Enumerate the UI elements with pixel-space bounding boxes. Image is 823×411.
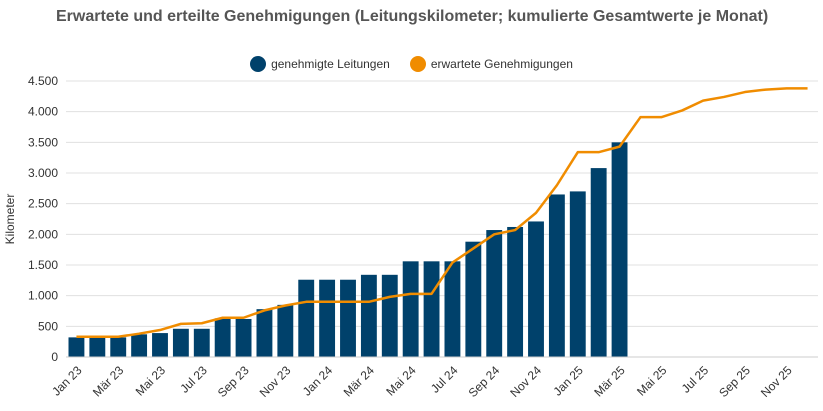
bar[interactable] bbox=[465, 241, 482, 357]
legend-swatch-bars bbox=[250, 56, 267, 72]
bar[interactable] bbox=[298, 279, 315, 357]
bar[interactable] bbox=[569, 191, 586, 357]
x-tick-label: Sep 24 bbox=[466, 363, 503, 400]
x-tick-label: Sep 23 bbox=[215, 363, 252, 400]
bar[interactable] bbox=[89, 337, 106, 357]
y-tick-label: 3.000 bbox=[28, 166, 58, 180]
y-tick-label: 4.500 bbox=[28, 74, 58, 88]
bar[interactable] bbox=[152, 333, 168, 357]
bar[interactable] bbox=[423, 261, 440, 357]
legend-item-bars[interactable]: genehmigte Leitungen bbox=[250, 56, 390, 72]
y-tick-label: 2.000 bbox=[28, 227, 58, 241]
x-tick-label: Mär 23 bbox=[90, 363, 127, 400]
y-tick-label: 500 bbox=[38, 319, 58, 333]
bar[interactable] bbox=[193, 328, 210, 357]
chart-title: Erwartete und erteilte Genehmigungen (Le… bbox=[56, 8, 769, 25]
bar[interactable] bbox=[486, 230, 503, 357]
x-tick-label: Nov 23 bbox=[257, 363, 294, 400]
legend-item-line[interactable]: erwartete Genehmigungen bbox=[409, 56, 573, 72]
legend-swatch-line bbox=[409, 56, 426, 72]
bar[interactable] bbox=[444, 261, 461, 357]
x-tick-label: Sep 25 bbox=[716, 363, 753, 400]
x-tick-label: Mär 25 bbox=[591, 363, 628, 400]
y-tick-label: 1.500 bbox=[28, 258, 58, 272]
y-tick-label: 2.500 bbox=[28, 197, 58, 211]
y-tick-label: 0 bbox=[51, 350, 58, 364]
x-tick-label: Jul 24 bbox=[428, 363, 461, 396]
bar[interactable] bbox=[528, 221, 544, 357]
bar[interactable] bbox=[131, 334, 148, 357]
bar[interactable] bbox=[319, 279, 336, 357]
bar[interactable] bbox=[277, 304, 294, 357]
bar[interactable] bbox=[611, 142, 628, 357]
x-tick-label: Jul 25 bbox=[679, 363, 712, 396]
y-tick-label: 4.000 bbox=[28, 105, 58, 119]
y-axis-label: Kilometer bbox=[3, 194, 17, 245]
x-tick-label: Nov 25 bbox=[758, 363, 795, 400]
x-tick-label: Jan 25 bbox=[551, 363, 587, 399]
bar[interactable] bbox=[110, 337, 127, 357]
bar[interactable] bbox=[360, 274, 377, 357]
legend-label-bars: genehmigte Leitungen bbox=[271, 57, 390, 71]
bar[interactable] bbox=[68, 337, 85, 357]
bar[interactable] bbox=[340, 279, 356, 357]
x-tick-label: Jan 23 bbox=[49, 363, 85, 399]
x-tick-label: Mai 24 bbox=[383, 363, 419, 399]
x-tick-label: Jan 24 bbox=[300, 363, 336, 399]
bar[interactable] bbox=[381, 274, 398, 357]
bar[interactable] bbox=[172, 328, 189, 357]
bar[interactable] bbox=[214, 318, 231, 357]
bar[interactable] bbox=[256, 309, 273, 357]
x-tick-label: Jul 23 bbox=[177, 363, 210, 396]
bar[interactable] bbox=[235, 318, 252, 357]
legend: genehmigte Leitungen erwartete Genehmigu… bbox=[0, 56, 823, 72]
x-tick-label: Nov 24 bbox=[507, 363, 544, 400]
bar[interactable] bbox=[548, 194, 565, 357]
y-tick-label: 1.000 bbox=[28, 289, 58, 303]
bar[interactable] bbox=[507, 226, 524, 357]
x-tick-label: Mai 23 bbox=[133, 363, 169, 399]
y-tick-label: 3.500 bbox=[28, 135, 58, 149]
bar[interactable] bbox=[590, 168, 607, 357]
bar[interactable] bbox=[402, 261, 419, 357]
legend-label-line: erwartete Genehmigungen bbox=[430, 57, 573, 71]
x-tick-label: Mai 25 bbox=[634, 363, 670, 399]
x-tick-label: Mär 24 bbox=[341, 363, 378, 400]
line-series[interactable] bbox=[76, 87, 808, 339]
